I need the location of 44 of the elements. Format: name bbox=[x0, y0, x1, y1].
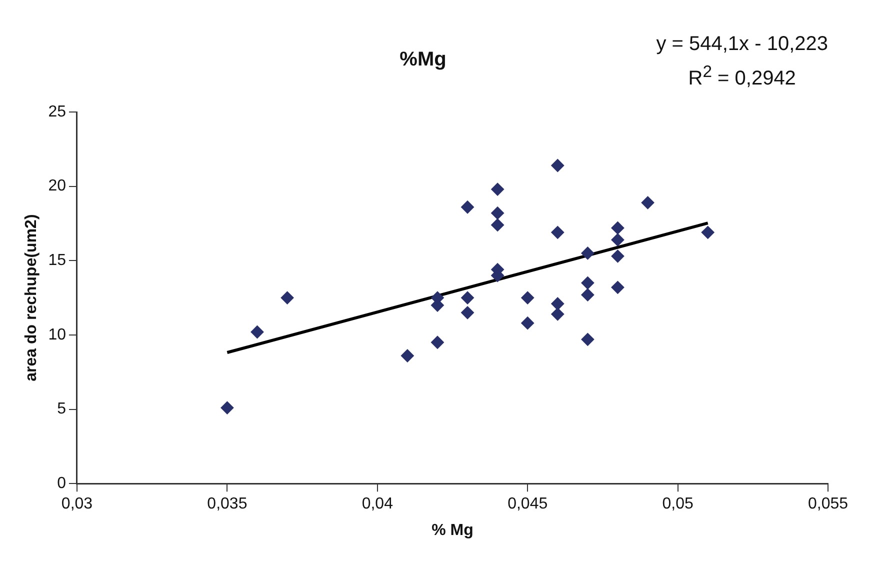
point bbox=[521, 316, 534, 330]
x-tick-label: 0,055 bbox=[808, 496, 848, 513]
point bbox=[491, 206, 504, 220]
x-tick-label: 0,035 bbox=[207, 496, 248, 513]
y-axis-title: area do rechupe(um2) bbox=[23, 214, 40, 382]
point bbox=[551, 297, 564, 310]
point bbox=[250, 325, 264, 338]
point bbox=[461, 306, 474, 320]
x-tick-label: 0,03 bbox=[61, 496, 93, 513]
point bbox=[430, 336, 444, 349]
x-tick-label: 0,05 bbox=[662, 496, 694, 513]
point bbox=[461, 291, 474, 304]
x-axis-title: % Mg bbox=[432, 522, 474, 539]
point bbox=[521, 291, 534, 304]
text: R$^{2}$ = 0,2942 bbox=[687, 61, 797, 92]
point bbox=[581, 276, 594, 290]
x-tick-label: 0,04 bbox=[362, 496, 394, 513]
point bbox=[400, 349, 414, 362]
y-tick-label: 0 bbox=[57, 475, 66, 492]
y-tick-label: 5 bbox=[57, 400, 66, 418]
y-tick-label: 15 bbox=[48, 252, 66, 270]
point bbox=[581, 246, 594, 260]
point bbox=[611, 250, 624, 263]
y-tick-label: 25 bbox=[48, 103, 66, 120]
point bbox=[491, 218, 504, 232]
x-tick-label: 0,045 bbox=[508, 496, 548, 513]
point bbox=[491, 182, 504, 196]
y-tick-label: 20 bbox=[48, 178, 66, 195]
text: y = 544,1x - 10,223 bbox=[656, 32, 828, 57]
y-tick-label: 10 bbox=[48, 326, 66, 344]
chart-title: %Mg bbox=[400, 48, 446, 71]
point bbox=[220, 401, 234, 414]
point bbox=[551, 308, 564, 321]
point bbox=[701, 226, 714, 239]
point bbox=[611, 221, 624, 234]
point bbox=[581, 288, 594, 302]
point bbox=[611, 233, 624, 246]
point bbox=[641, 196, 654, 210]
point bbox=[611, 280, 624, 294]
point bbox=[581, 332, 594, 346]
point bbox=[551, 159, 564, 172]
point bbox=[551, 226, 564, 239]
point bbox=[461, 200, 474, 214]
point bbox=[280, 291, 294, 304]
